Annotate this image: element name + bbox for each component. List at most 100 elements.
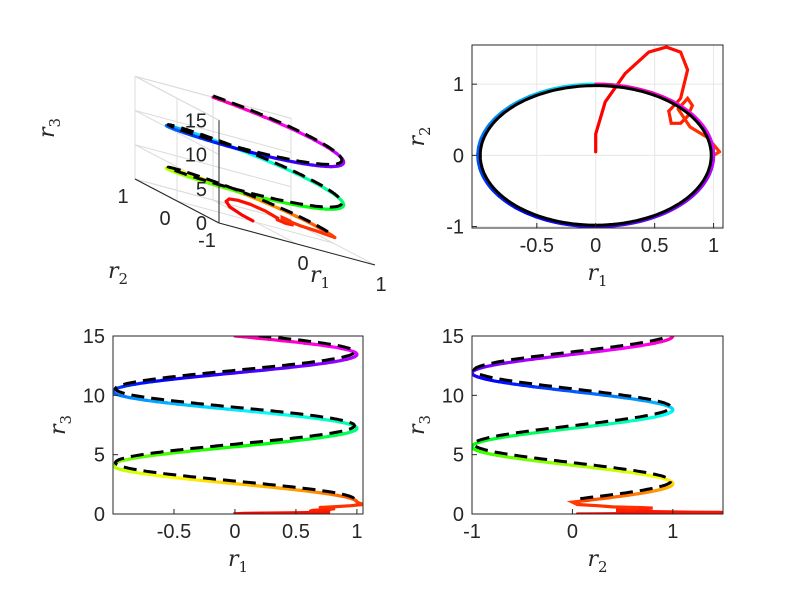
trajectory-series-segment [543, 428, 558, 434]
trajectory-series-segment [249, 150, 263, 157]
trajectory-series-segment [562, 388, 577, 394]
trajectory-series-segment [309, 507, 332, 513]
x-axis-label-subscript: 2 [598, 558, 608, 576]
trajectory-series-segment [606, 421, 620, 426]
trajectory-series-segment [596, 422, 610, 427]
trajectory-series-segment [561, 352, 576, 358]
grid-line-side-wall [134, 110, 220, 155]
trajectory-series-segment [580, 464, 595, 470]
trajectory-series-segment [679, 104, 692, 114]
z-axis-label-subscript: 3 [46, 118, 64, 128]
trajectory-series-segment [152, 473, 166, 478]
trajectory-series-segment [285, 487, 300, 492]
trajectory-series-segment [249, 442, 265, 447]
trajectory-series-segment [224, 197, 252, 206]
trajectory-series-segment [588, 497, 603, 502]
trajectory-series-segment [630, 218, 646, 225]
trajectory-series-segment [225, 407, 242, 412]
y-tick-label: 0 [453, 145, 464, 167]
axes-frame [471, 335, 724, 515]
trajectory-series-segment [564, 426, 579, 431]
y-tick-label: 0 [453, 504, 464, 526]
trajectory-series-segment [570, 463, 585, 468]
trajectory-series-segment [598, 496, 613, 501]
trajectory-series-segment [185, 448, 202, 454]
trajectory-series [476, 45, 722, 228]
trajectory-series-segment [224, 186, 237, 193]
grid-line-back-wall [134, 110, 292, 153]
trajectory-series-segment [673, 201, 686, 210]
y-tick-label: 0 [159, 208, 170, 230]
trajectory-series-segment [291, 340, 306, 345]
trajectory-series-segment [209, 479, 226, 485]
x-tick-label: 1 [375, 274, 386, 296]
x-tick-label: 0.5 [282, 521, 310, 543]
trajectory-series-segment [184, 477, 201, 482]
y-axis-label-main: r [46, 423, 71, 435]
trajectory-series-segment [274, 439, 290, 445]
trajectory-series-segment [210, 446, 227, 451]
trajectory-series-segment [271, 366, 287, 371]
trajectory-series-segment [165, 401, 180, 406]
trajectory-series-segment [283, 365, 298, 370]
grid-line-floor [176, 200, 334, 244]
trajectory-series-segment [162, 474, 177, 480]
trajectory-series-segment [615, 507, 637, 513]
trajectory-series-segment [528, 90, 543, 98]
trajectory-series-segment [261, 441, 278, 446]
axes-frame [112, 335, 364, 515]
y-axis-label-subscript: 3 [416, 415, 434, 425]
x-axis-label-main: r [228, 547, 240, 572]
y-tick-label: 1 [453, 74, 464, 96]
trajectory-series-segment [288, 413, 303, 419]
y-tick-label: 0 [94, 504, 105, 526]
trajectory-series-segment [650, 91, 665, 99]
trajectory-series-segment [173, 476, 189, 481]
x-axis-label: r2 [587, 547, 607, 576]
y-axis-label-subscript: 2 [416, 126, 434, 136]
trajectory-series-segment [521, 357, 535, 363]
y-axis-label-main: r [405, 423, 430, 435]
trajectory-series-segment [538, 459, 553, 465]
y-axis-label: r3 [405, 415, 434, 435]
x-tick-label: 0 [567, 521, 578, 543]
series-group [113, 336, 363, 514]
plot-area [472, 45, 723, 228]
x-axis-label: r1 [587, 261, 607, 290]
trajectory-series-segment [601, 467, 616, 472]
trajectory-series-segment [236, 443, 253, 449]
trajectory-series-segment [220, 371, 237, 376]
trajectory-series-segment [551, 353, 565, 359]
trajectory-series-segment [163, 451, 178, 456]
trajectory-series-segment [540, 355, 555, 360]
trajectory-series-segment [604, 393, 618, 399]
z-tick-label: 0 [196, 213, 207, 235]
trajectory-series-segment [585, 423, 600, 429]
trajectory-series-segment [559, 462, 574, 467]
trajectory-series-segment [591, 466, 606, 471]
trajectory-series-segment [160, 377, 175, 382]
trajectory-series-segment [242, 336, 258, 340]
trajectory-series-segment [305, 362, 319, 368]
trajectory-series-segment [264, 411, 280, 416]
trajectory-series-segment [153, 452, 167, 457]
trajectory-series-segment [297, 437, 312, 442]
x-tick-label: 0 [297, 253, 308, 275]
trajectory-series-segment [529, 458, 543, 463]
trajectory-series-segment [182, 375, 198, 380]
trajectory-series-segment [194, 373, 211, 379]
trajectory-series-segment [302, 341, 316, 346]
x-axis-label-subscript: 1 [238, 558, 248, 576]
trajectory-series-segment [233, 189, 247, 195]
trajectory-series-segment [660, 94, 674, 103]
box-edge [134, 75, 220, 121]
trajectory-series-segment [176, 402, 192, 407]
trajectory-series-segment [258, 367, 275, 373]
trajectory-series-segment [663, 206, 677, 215]
x-axis-label: r1 [228, 547, 248, 576]
reference-dashed-series [166, 92, 344, 234]
trajectory-series-segment [307, 489, 321, 495]
trajectory-series-segment [642, 215, 657, 222]
